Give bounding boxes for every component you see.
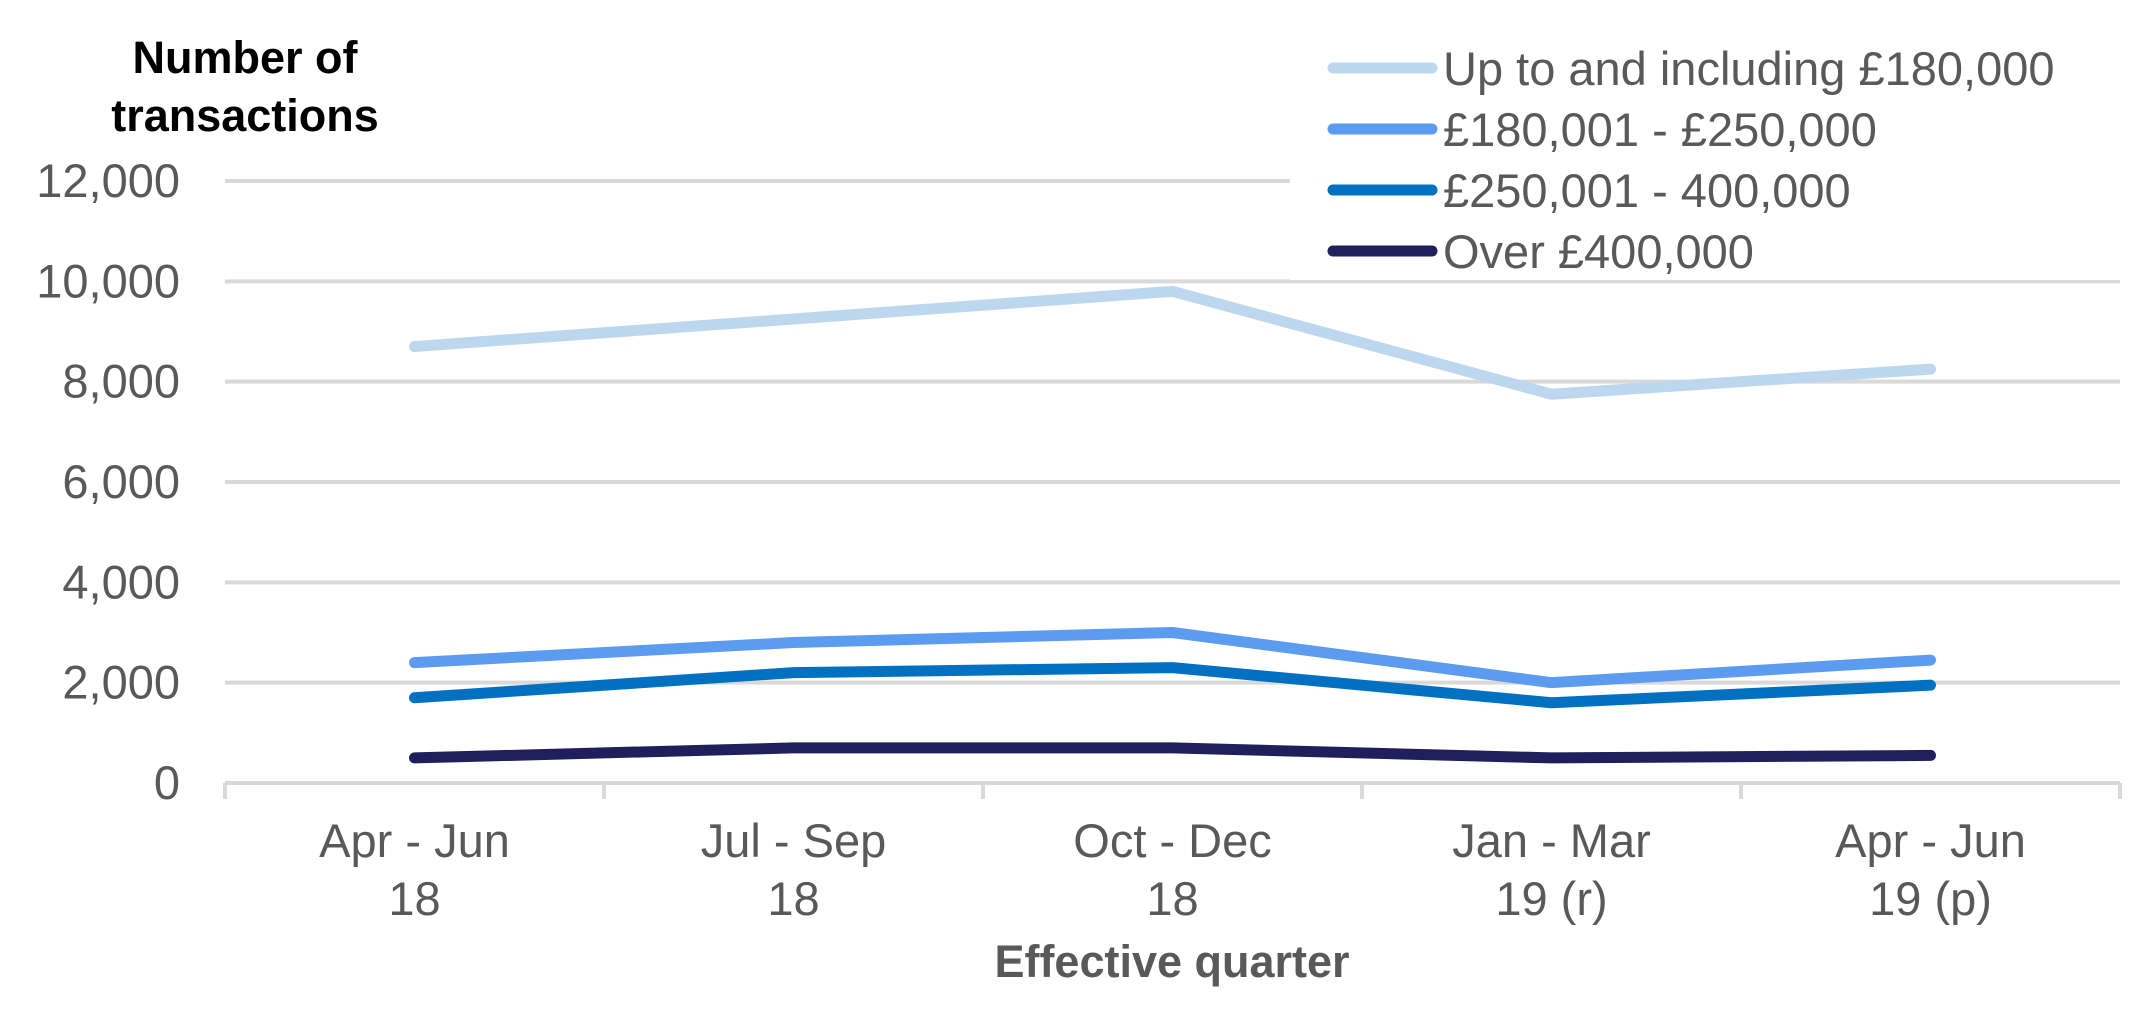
series-lines — [409, 285, 1936, 764]
y-tick-label: 2,000 — [62, 656, 180, 709]
y-tick-label: 10,000 — [36, 254, 180, 307]
legend-label: Over £400,000 — [1443, 225, 1754, 278]
y-tick-label: 8,000 — [62, 355, 180, 408]
y-tick-label: 12,000 — [36, 154, 180, 207]
x-tick-label: Apr - Jun — [319, 814, 510, 867]
x-tick-label: Apr - Jun — [1835, 814, 2026, 867]
y-axis-title-line-2: transactions — [111, 90, 379, 141]
x-tick-label: Jan - Mar — [1452, 814, 1651, 867]
x-tick-label: Oct - Dec — [1073, 814, 1271, 867]
x-axis-title: Effective quarter — [994, 936, 1349, 987]
x-tick-label: 18 — [388, 872, 440, 925]
y-tick-label: 6,000 — [62, 455, 180, 508]
x-tick-label: 18 — [767, 872, 819, 925]
legend: Up to and including £180,000 £180,001 - £… — [1327, 42, 2054, 278]
series-line-4 — [409, 742, 1936, 764]
legend-label: £180,001 - £250,000 — [1443, 103, 1877, 156]
series-line-1 — [409, 285, 1936, 400]
legend-label: Up to and including £180,000 — [1443, 42, 2054, 95]
series-line-3 — [409, 662, 1936, 709]
x-tick-label: 18 — [1146, 872, 1198, 925]
y-axis-title-line-1: Number of — [133, 32, 359, 83]
x-tick-label: 19 (r) — [1495, 872, 1607, 925]
y-axis: 0 2,000 4,000 6,000 8,000 10,000 12,000 — [36, 154, 180, 809]
x-tick-label: 19 (p) — [1869, 872, 1992, 925]
y-tick-label: 0 — [154, 756, 180, 809]
y-tick-label: 4,000 — [62, 555, 180, 608]
x-tick-label: Jul - Sep — [701, 814, 886, 867]
legend-label: £250,001 - 400,000 — [1443, 164, 1851, 217]
series-line-2 — [409, 627, 1936, 689]
